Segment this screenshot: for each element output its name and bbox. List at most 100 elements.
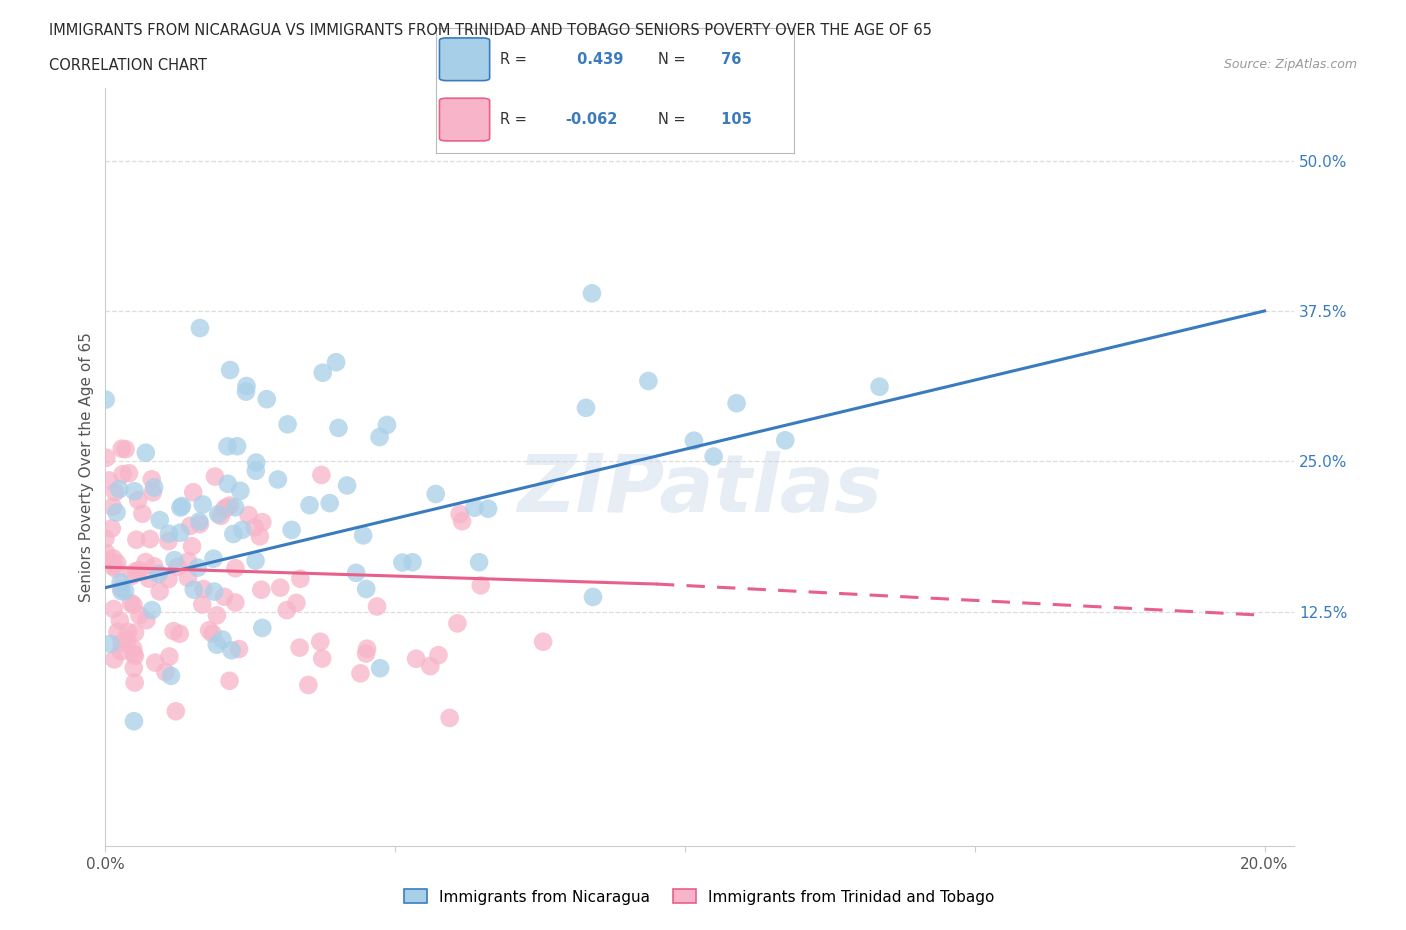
Point (319, 496, 342, 511)
Point (157, 649, 180, 664)
Point (103, 602, 125, 617)
Point (198, 623, 221, 638)
Point (231, 523, 253, 538)
Point (170, 498, 193, 513)
Point (336, 478, 359, 493)
Point (238, 508, 260, 523)
Point (311, 651, 333, 666)
Point (211, 632, 233, 647)
Point (207, 507, 229, 522)
Point (325, 354, 347, 369)
Point (105, 505, 128, 520)
Point (179, 518, 201, 533)
Point (188, 517, 211, 532)
Point (297, 678, 319, 693)
Point (101, 559, 124, 574)
Text: ZIPatlas: ZIPatlas (517, 451, 882, 529)
Point (215, 499, 238, 514)
Point (143, 480, 166, 495)
Point (419, 658, 441, 673)
FancyBboxPatch shape (440, 38, 489, 81)
Point (108, 482, 131, 497)
Point (217, 476, 239, 491)
Point (107, 624, 129, 639)
Point (108, 613, 131, 628)
Point (245, 463, 267, 478)
Text: -0.062: -0.062 (565, 112, 617, 127)
Point (229, 484, 252, 498)
Point (149, 512, 172, 527)
Point (118, 466, 141, 481)
Point (451, 513, 474, 528)
Point (98, 473, 121, 488)
Point (354, 581, 377, 596)
Point (135, 554, 157, 569)
Point (169, 626, 191, 641)
Point (157, 572, 180, 587)
Point (405, 651, 427, 666)
Point (149, 584, 172, 599)
Point (285, 595, 308, 610)
Point (141, 472, 163, 486)
Point (187, 560, 209, 575)
Point (96, 546, 118, 561)
Point (131, 506, 153, 521)
Point (110, 584, 132, 599)
Point (224, 561, 246, 576)
Point (138, 571, 160, 586)
Point (366, 599, 388, 614)
Point (122, 714, 145, 729)
Point (252, 620, 274, 635)
Point (111, 441, 134, 456)
Point (124, 648, 146, 663)
Point (298, 498, 321, 512)
Point (427, 647, 450, 662)
Point (148, 566, 170, 581)
Point (139, 532, 162, 547)
Text: R =: R = (501, 52, 527, 67)
Point (117, 632, 139, 647)
Point (222, 526, 245, 541)
Point (193, 581, 215, 596)
Point (128, 563, 150, 578)
Point (143, 559, 166, 574)
Point (375, 418, 398, 432)
Point (204, 469, 226, 484)
Text: CORRELATION CHART: CORRELATION CHART (49, 58, 207, 73)
Point (224, 499, 246, 514)
Point (122, 660, 145, 675)
Point (221, 643, 243, 658)
Point (122, 641, 145, 656)
Point (124, 675, 146, 690)
Point (311, 468, 333, 483)
Point (214, 501, 236, 516)
Point (121, 568, 143, 583)
Point (288, 640, 311, 655)
Point (277, 417, 299, 432)
Point (97, 553, 120, 568)
Point (96, 450, 118, 465)
Point (235, 384, 257, 399)
Point (209, 509, 232, 524)
Point (637, 374, 659, 389)
Point (468, 555, 491, 570)
Point (183, 582, 205, 597)
Point (177, 553, 200, 568)
Point (477, 501, 499, 516)
Point (269, 580, 291, 595)
Point (356, 642, 378, 657)
Point (449, 507, 471, 522)
Point (105, 562, 128, 577)
Point (401, 555, 423, 570)
Text: N =: N = (658, 112, 686, 127)
Point (276, 603, 298, 618)
Point (94, 531, 117, 546)
Text: 105: 105 (716, 112, 751, 127)
Point (703, 449, 725, 464)
Point (124, 484, 146, 498)
Point (163, 624, 186, 639)
Point (135, 613, 157, 628)
Point (188, 514, 211, 529)
Point (142, 485, 165, 499)
Point (128, 608, 150, 623)
